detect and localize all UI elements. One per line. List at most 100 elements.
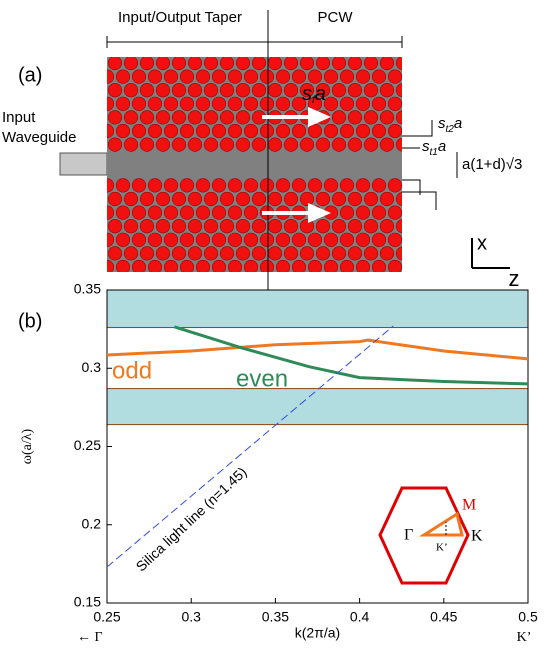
hole [275, 178, 291, 193]
hole [131, 178, 147, 193]
hole [227, 205, 243, 220]
hole [347, 219, 363, 234]
hole [171, 219, 187, 234]
hole [315, 57, 331, 71]
hole [211, 96, 227, 111]
hole [243, 178, 259, 193]
hole [363, 219, 379, 234]
hole [339, 178, 355, 193]
hole [171, 110, 187, 125]
label-part: t2 [446, 124, 455, 135]
label-part: s [302, 83, 312, 105]
hole [267, 191, 283, 207]
hole [195, 69, 211, 84]
hole [379, 110, 395, 125]
hole [371, 123, 387, 139]
inset-label: Γ [404, 527, 413, 544]
hole [107, 232, 115, 247]
marker [402, 179, 421, 195]
hole [355, 178, 371, 193]
hole [123, 83, 139, 98]
hole [107, 219, 123, 234]
hole [227, 96, 243, 111]
series-line [173, 325, 529, 386]
hole [107, 123, 115, 139]
hole [331, 219, 347, 234]
x-tick-label: 0.3 [181, 609, 201, 625]
hole [139, 246, 155, 261]
hole [235, 246, 251, 261]
hole [371, 205, 387, 220]
hole [395, 57, 402, 71]
hole [163, 205, 179, 220]
hole [275, 123, 291, 139]
hole [387, 123, 402, 139]
x-axis-label: k(2π/a) [295, 625, 340, 641]
y-axis-label: ω(a/λ) [20, 428, 35, 464]
hole [291, 69, 307, 84]
hole [187, 57, 203, 71]
hole [339, 69, 355, 84]
hole [163, 69, 179, 84]
hole [211, 69, 227, 84]
hole [243, 259, 259, 272]
hole [315, 246, 331, 261]
hole [347, 191, 363, 207]
hole [355, 205, 371, 220]
hole [163, 178, 179, 193]
inset-label: K’ [436, 542, 448, 554]
hole [195, 178, 211, 193]
hole [371, 178, 387, 193]
hole [363, 57, 379, 71]
hole [307, 259, 323, 272]
hole [155, 137, 171, 152]
x-tick-label: 0.5 [518, 609, 538, 625]
hole [331, 83, 347, 98]
hole [187, 110, 203, 125]
x-tick-label: 0.45 [430, 609, 457, 625]
hole [195, 259, 211, 272]
hole [107, 137, 123, 152]
hole [259, 69, 275, 84]
inset-label: K [471, 528, 483, 545]
hole [371, 259, 387, 272]
hole [379, 83, 395, 98]
hole [92, 192, 106, 206]
y-tick-label: 0.25 [74, 437, 101, 453]
hole [219, 246, 235, 261]
hole [131, 259, 147, 272]
hole [92, 111, 106, 125]
hole [147, 259, 163, 272]
hole [227, 123, 243, 139]
hole [347, 137, 363, 152]
hole [155, 83, 171, 98]
hole [259, 96, 275, 111]
hole [203, 110, 219, 125]
hole [139, 219, 155, 234]
hole [283, 83, 299, 98]
hole [323, 259, 339, 272]
label: st1a [422, 138, 446, 158]
hole [235, 191, 251, 207]
hole [203, 246, 219, 261]
hole [379, 246, 395, 261]
hole [395, 246, 402, 261]
series-label: odd [112, 357, 152, 384]
hole [195, 123, 211, 139]
label: Waveguide [2, 129, 77, 146]
hole [315, 191, 331, 207]
hole [251, 57, 267, 71]
hole [259, 178, 275, 193]
hole [107, 96, 115, 111]
hole [339, 123, 355, 139]
hole [283, 219, 299, 234]
hole [179, 69, 195, 84]
hole [179, 205, 195, 220]
hole [379, 191, 395, 207]
hole [147, 178, 163, 193]
hole [187, 191, 203, 207]
hole [315, 219, 331, 234]
hole [379, 137, 395, 152]
label: st2a [438, 115, 462, 135]
